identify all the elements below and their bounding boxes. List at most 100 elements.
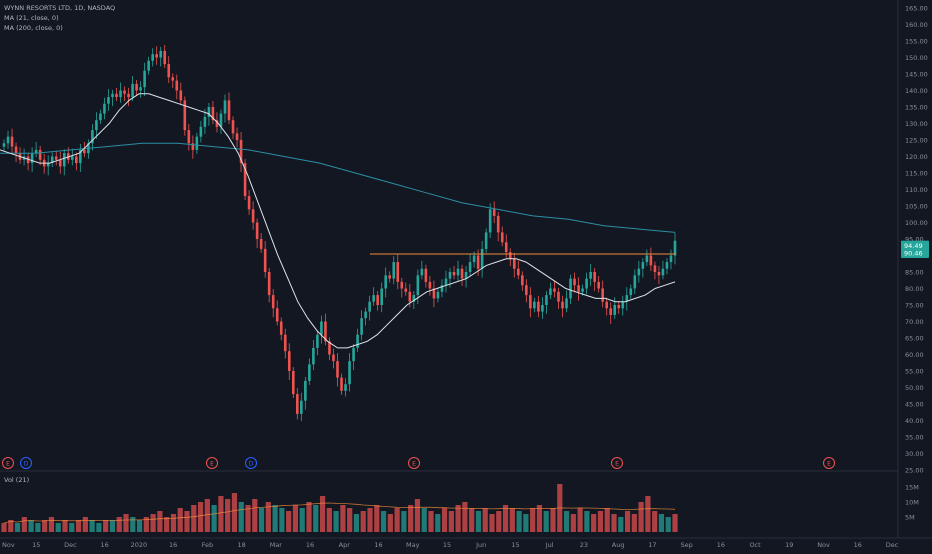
candle <box>312 339 315 371</box>
candle-body <box>38 149 42 160</box>
candle <box>235 127 239 148</box>
volume-tick-label: 10M <box>905 499 919 507</box>
candle-body <box>279 321 283 335</box>
candle <box>247 190 251 215</box>
volume-bar <box>536 505 543 532</box>
x-tick-label: 15 <box>443 541 451 549</box>
candle-body <box>529 295 532 309</box>
y-tick-label: 140.00 <box>905 87 928 95</box>
candle <box>613 297 617 319</box>
y-tick-label: 110.00 <box>905 186 928 194</box>
volume-bar <box>408 505 414 532</box>
candle <box>404 282 408 296</box>
candle <box>239 132 243 173</box>
candle <box>79 143 82 173</box>
volume-bar <box>177 508 183 532</box>
candle-body <box>155 54 158 58</box>
candle-body <box>436 291 440 299</box>
candle <box>480 240 484 278</box>
y-tick-label: 155.00 <box>905 38 928 46</box>
x-tick-label: Oct <box>749 541 761 549</box>
candle-body <box>91 130 94 144</box>
candle <box>223 94 227 123</box>
candle-body <box>565 298 568 309</box>
volume-bar <box>184 511 190 532</box>
y-tick-label: 135.00 <box>905 104 928 112</box>
candle <box>372 287 375 306</box>
candle <box>525 279 528 303</box>
volume-bar <box>1 523 7 532</box>
candle <box>545 291 548 314</box>
candle-body <box>159 50 163 58</box>
candle <box>54 150 58 166</box>
candle <box>143 62 146 97</box>
volume-bar <box>469 508 475 532</box>
candle-body <box>231 120 235 134</box>
volume-bar <box>604 508 610 532</box>
candle <box>287 343 291 380</box>
volume-bar <box>631 514 637 532</box>
candle-body <box>143 70 146 88</box>
candle-body <box>521 275 524 286</box>
volume-bar <box>638 502 644 532</box>
candle <box>18 147 22 164</box>
candle <box>380 282 383 313</box>
candle-body <box>135 83 138 91</box>
x-tick-label: 15 <box>32 541 40 549</box>
candle-body <box>456 268 460 276</box>
candle <box>508 248 512 267</box>
candle <box>159 46 163 67</box>
y-tick-label: 120.00 <box>905 153 928 161</box>
candle <box>673 232 677 265</box>
candle-body <box>139 87 142 91</box>
candle-body <box>525 285 528 296</box>
last-price-badge-text: 94.49 <box>904 242 923 250</box>
ma21-legend: MA (21, close, 0) <box>4 14 59 22</box>
candle-body <box>629 288 633 296</box>
candle <box>589 264 592 286</box>
earnings-marker: E <box>408 457 420 469</box>
candle-body <box>203 116 207 127</box>
candle <box>87 139 90 159</box>
candle <box>593 268 596 291</box>
marker-label: E <box>827 461 831 468</box>
candle-body <box>58 159 62 167</box>
volume-bar <box>272 505 278 532</box>
volume-bar <box>652 511 658 532</box>
y-tick-label: 105.00 <box>905 203 928 211</box>
candle-body <box>669 255 673 263</box>
y-tick-label: 130.00 <box>905 120 928 128</box>
candle <box>649 247 653 272</box>
volume-bar <box>218 496 224 532</box>
x-tick-label: 23 <box>580 541 588 549</box>
candle <box>653 261 657 280</box>
candle-body <box>404 288 408 292</box>
candle-body <box>460 268 464 279</box>
volume-bar <box>69 523 75 532</box>
candle-body <box>440 285 444 292</box>
candle-body <box>508 252 512 259</box>
candle-body <box>641 262 645 269</box>
volume-bar <box>577 508 583 532</box>
candle-body <box>384 275 388 289</box>
candle-body <box>444 278 448 286</box>
candle <box>324 313 327 346</box>
volume-bar <box>394 508 400 532</box>
marker-circle <box>206 457 218 469</box>
symbol-title: WYNN RESORTS LTD, 1D, NASDAQ <box>4 4 116 12</box>
candle-body <box>420 268 424 276</box>
candle-body <box>243 163 247 197</box>
candle <box>645 249 649 267</box>
candle-body <box>79 149 82 164</box>
candle <box>444 270 448 293</box>
candle <box>356 328 359 352</box>
x-tick-label: 17 <box>648 541 656 549</box>
volume-bar <box>143 517 149 532</box>
y-tick-label: 100.00 <box>905 219 928 227</box>
candle <box>279 317 283 341</box>
marker-label: E <box>6 461 10 468</box>
candle <box>516 260 520 280</box>
candle <box>533 297 536 313</box>
